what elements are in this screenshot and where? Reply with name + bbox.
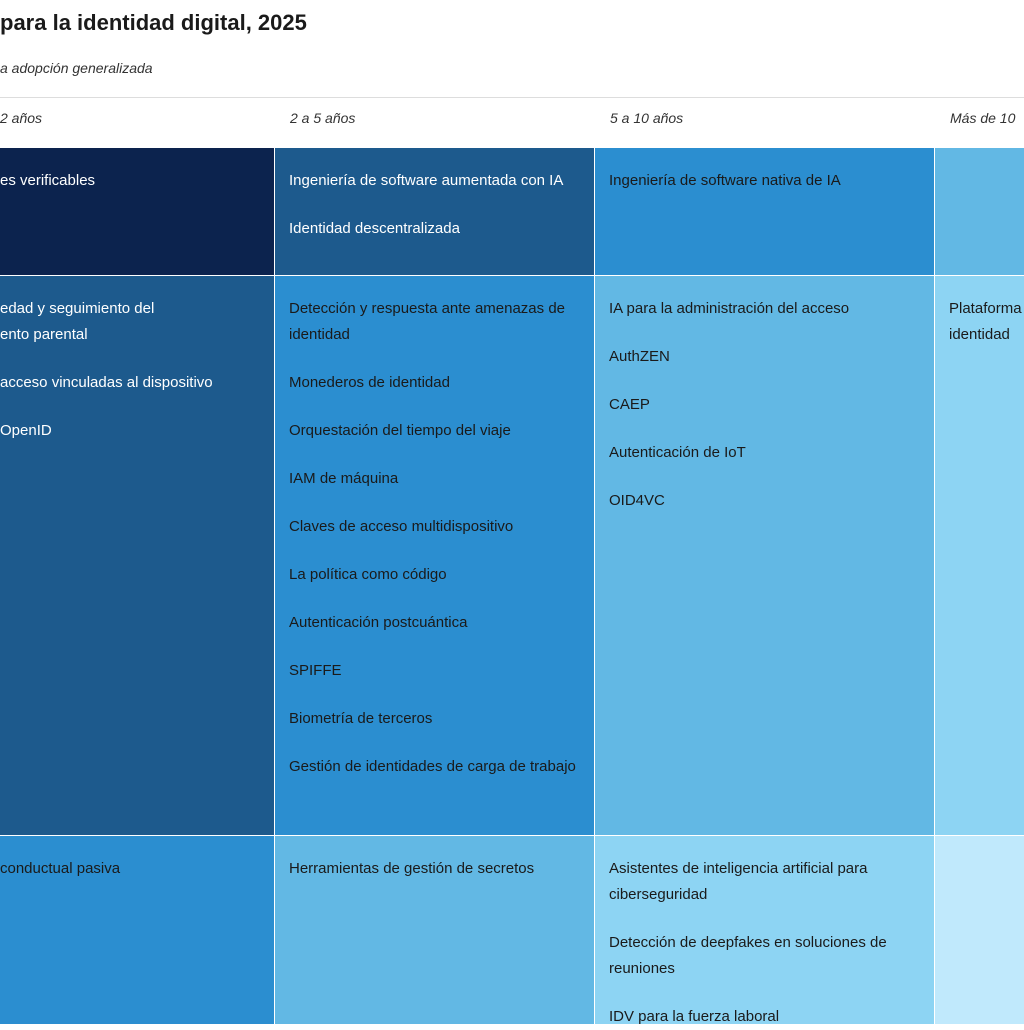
chart-subtitle: a adopción generalizada bbox=[0, 60, 153, 76]
technology-item: edad y seguimiento del ento parental bbox=[0, 300, 155, 343]
technology-item: OID4VC bbox=[609, 492, 665, 509]
matrix-cell: conductual pasiva bbox=[0, 836, 274, 1024]
technology-item: Detección de deepfakes en soluciones de … bbox=[609, 934, 887, 977]
technology-item: Ingeniería de software nativa de IA bbox=[609, 172, 841, 189]
technology-item: es verificables bbox=[0, 172, 96, 189]
matrix-cell: Herramientas de gestión de secretos bbox=[275, 836, 594, 1024]
technology-item: Identidad descentralizada bbox=[289, 220, 460, 237]
technology-item: Autenticación de IoT bbox=[609, 444, 746, 461]
column-header: 2 años bbox=[0, 110, 43, 126]
technology-item: Autenticación postcuántica bbox=[289, 614, 468, 631]
matrix-cell: Asistentes de inteligencia artificial pa… bbox=[595, 836, 934, 1025]
technology-item: Detección y respuesta ante amenazas de i… bbox=[289, 300, 565, 343]
column-header: Más de 10 bbox=[950, 110, 1016, 126]
technology-item: OpenID bbox=[0, 422, 52, 439]
technology-item: CAEP bbox=[609, 396, 650, 413]
matrix-cell bbox=[935, 148, 1024, 275]
matrix-cell: es verificables bbox=[0, 148, 274, 275]
technology-item: Ingeniería de software aumentada con IA bbox=[289, 172, 564, 189]
matrix-cell: Detección y respuesta ante amenazas de i… bbox=[275, 276, 594, 835]
column-header: 5 a 10 años bbox=[610, 110, 684, 126]
header-divider bbox=[0, 97, 1024, 98]
matrix-cell bbox=[935, 836, 1024, 1024]
technology-item: Claves de acceso multidispositivo bbox=[289, 518, 514, 535]
technology-item: Monederos de identidad bbox=[289, 374, 450, 391]
technology-item: conductual pasiva bbox=[0, 860, 121, 877]
technology-item: Orquestación del tiempo del viaje bbox=[289, 422, 511, 439]
matrix-cell: Plataforma identidad bbox=[935, 276, 1024, 835]
technology-item: AuthZEN bbox=[609, 348, 670, 365]
technology-item: IAM de máquina bbox=[289, 470, 399, 487]
technology-item: Gestión de identidades de carga de traba… bbox=[289, 758, 576, 775]
technology-item: acceso vinculadas al dispositivo bbox=[0, 374, 213, 391]
matrix-cell: IA para la administración del acceso Auth… bbox=[595, 276, 934, 835]
technology-item: SPIFFE bbox=[289, 662, 342, 679]
matrix-cell: Ingeniería de software nativa de IA bbox=[595, 148, 934, 275]
matrix-cell: edad y seguimiento del ento parental acce… bbox=[0, 276, 274, 835]
technology-item: IA para la administración del acceso bbox=[609, 300, 850, 317]
column-header: 2 a 5 años bbox=[290, 110, 356, 126]
technology-item: Asistentes de inteligencia artificial pa… bbox=[609, 860, 868, 903]
technology-item: Plataforma identidad bbox=[949, 300, 1022, 343]
technology-item: IDV para la fuerza laboral bbox=[609, 1008, 780, 1025]
technology-item: Herramientas de gestión de secretos bbox=[289, 860, 535, 877]
technology-item: Biometría de terceros bbox=[289, 710, 433, 727]
chart-title: para la identidad digital, 2025 bbox=[0, 10, 307, 35]
technology-item: La política como código bbox=[289, 566, 447, 583]
matrix-cell: Ingeniería de software aumentada con IA I… bbox=[275, 148, 594, 275]
